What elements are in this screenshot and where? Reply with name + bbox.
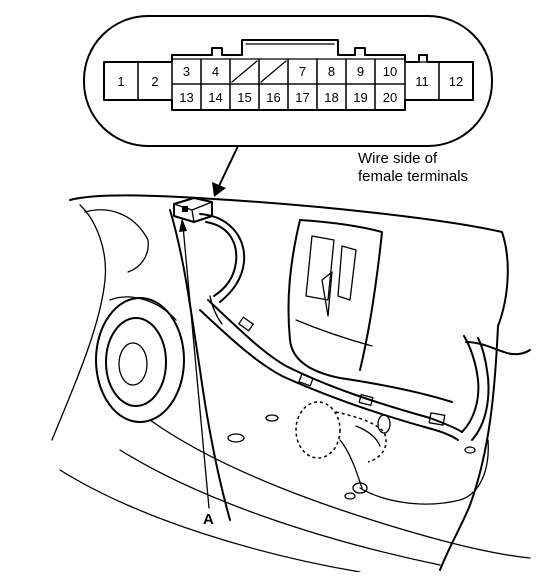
pin-cell-20 <box>374 83 406 111</box>
window-regulator <box>287 219 453 403</box>
pin-label-18: 18 <box>324 90 338 105</box>
wire-side-label-line2: female terminals <box>358 168 468 185</box>
wire-side-label-line1: Wire side of <box>358 150 438 167</box>
harness-connector <box>173 197 213 223</box>
pin-label-4: 4 <box>212 64 219 79</box>
pin-label-8: 8 <box>328 64 335 79</box>
pin-label-2: 2 <box>151 74 158 89</box>
wire-harness <box>199 213 531 441</box>
pin-row-bottom <box>171 83 406 111</box>
pin-label-14: 14 <box>208 90 222 105</box>
pin-label-15: 15 <box>237 90 251 105</box>
door-panel-illustration <box>51 194 531 573</box>
connector-inset: 1 2 3 4 7 8 9 10 11 12 13 14 15 16 17 18… <box>83 15 493 147</box>
pin-label-17: 17 <box>295 90 309 105</box>
pin-label-1: 1 <box>117 74 124 89</box>
pin-label-7: 7 <box>299 64 306 79</box>
inset-pointer-arrow <box>212 145 239 197</box>
speaker <box>95 296 185 423</box>
pin-label-12: 12 <box>449 74 463 89</box>
callout-a-label: A <box>203 511 214 528</box>
pin-label-16: 16 <box>266 90 280 105</box>
pin-label-19: 19 <box>353 90 367 105</box>
pin-label-13: 13 <box>179 90 193 105</box>
regulator-motor <box>295 401 391 494</box>
pin-label-10: 10 <box>383 64 397 79</box>
pin-label-3: 3 <box>183 64 190 79</box>
pin-label-11: 11 <box>415 74 429 89</box>
pin-label-9: 9 <box>357 64 364 79</box>
pin-label-20: 20 <box>383 90 397 105</box>
pin-cell-12 <box>438 61 474 101</box>
callout-a: A <box>179 218 214 528</box>
